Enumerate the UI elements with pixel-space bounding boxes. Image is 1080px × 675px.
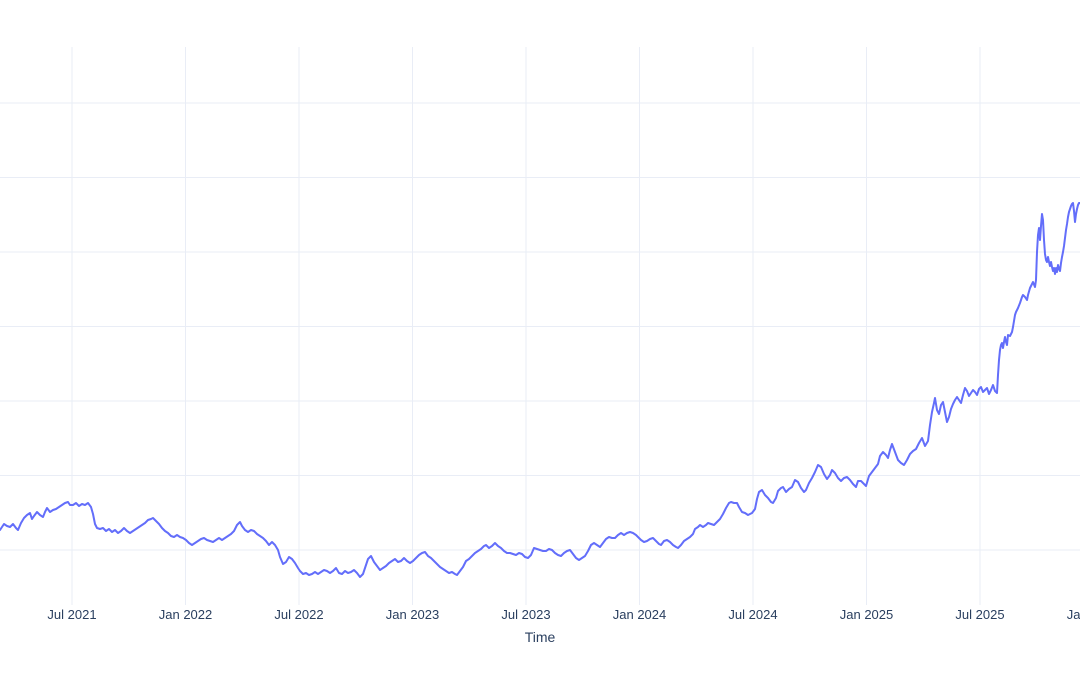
- x-axis-title: Time: [524, 629, 556, 645]
- x-tick-label: Jan 2022: [158, 607, 213, 622]
- series-line-value-over-time[interactable]: [0, 202, 1080, 578]
- x-tick-label: Jan 2026: [1066, 607, 1080, 622]
- x-tick-label: Jul 2021: [47, 607, 97, 622]
- x-tick-label: Jul 2022: [274, 607, 324, 622]
- x-tick-label: Jan 2024: [612, 607, 667, 622]
- x-tick-label: Jan 2023: [385, 607, 440, 622]
- x-tick-label: Jan 2025: [839, 607, 894, 622]
- x-tick-label: Jul 2024: [728, 607, 778, 622]
- x-tick-label: Jul 2025: [955, 607, 1005, 622]
- x-tick-label: Jul 2023: [501, 607, 551, 622]
